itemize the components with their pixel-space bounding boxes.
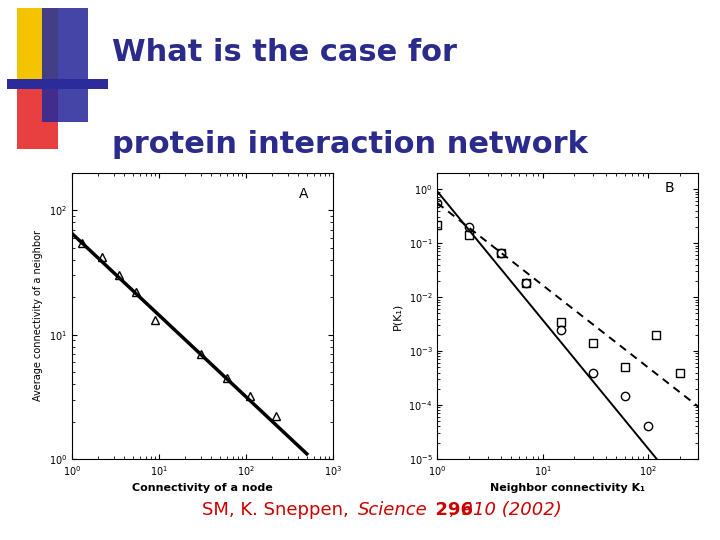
Bar (17, 84, 58, 149)
X-axis label: Connectivity of a node: Connectivity of a node (132, 483, 273, 493)
X-axis label: Neighbor connectivity K₁: Neighbor connectivity K₁ (490, 483, 645, 493)
Text: What is the case for: What is the case for (112, 38, 456, 67)
Bar (42, 8, 88, 122)
Text: SM, K. Sneppen,: SM, K. Sneppen, (202, 501, 354, 519)
Bar (17, 8, 58, 81)
Y-axis label: P(K₁): P(K₁) (393, 302, 402, 329)
Text: , 910 (2002): , 910 (2002) (450, 501, 562, 519)
Text: A: A (299, 187, 309, 201)
Text: B: B (665, 181, 674, 195)
Bar (7, 79, 108, 89)
Text: Science: Science (358, 501, 428, 519)
Y-axis label: Average connectivity of a neighbor: Average connectivity of a neighbor (33, 231, 43, 401)
Text: 296: 296 (423, 501, 472, 519)
Text: protein interaction network: protein interaction network (112, 130, 588, 159)
